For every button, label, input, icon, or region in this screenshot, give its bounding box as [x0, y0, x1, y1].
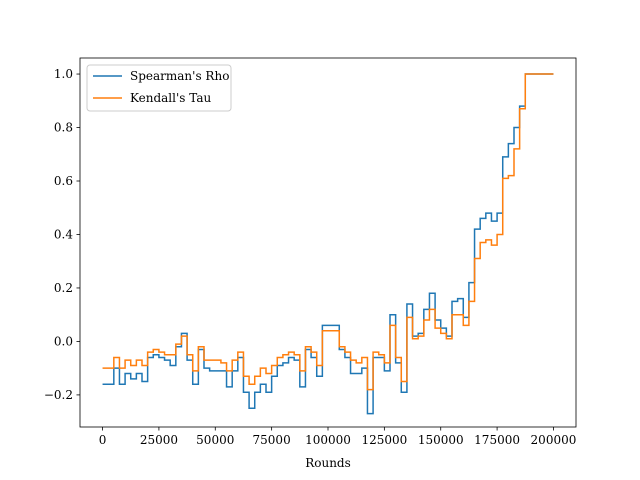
x-tick-label: 200000 — [531, 433, 577, 447]
legend-label-2: Kendall's Tau — [130, 91, 211, 105]
plot-area — [102, 73, 554, 415]
x-axis-label: Rounds — [305, 456, 351, 470]
legend-label-1: Spearman's Rho — [130, 69, 229, 83]
y-tick-label: 1.0 — [54, 67, 73, 81]
y-tick-label: 0.4 — [54, 227, 73, 241]
x-tick-label: 75000 — [253, 433, 291, 447]
x-axis: 0 25000 50000 75000 100000 125000 150000 175000… — [99, 427, 577, 447]
x-tick-label: 25000 — [140, 433, 178, 447]
x-tick-label: 100000 — [305, 433, 351, 447]
y-tick-label: 0.8 — [54, 121, 73, 135]
series-line-2 — [102, 73, 554, 391]
x-tick-label: 50000 — [196, 433, 234, 447]
y-axis: −0.2 0.0 0.2 0.4 0.6 0.8 1.0 — [44, 67, 80, 402]
x-tick-label: 150000 — [418, 433, 464, 447]
series-line-1 — [102, 73, 554, 415]
legend-box — [86, 64, 232, 112]
x-tick-label: 0 — [99, 433, 107, 447]
y-tick-label: −0.2 — [44, 388, 73, 402]
plot-frame — [79, 57, 577, 428]
y-tick-label: 0.0 — [54, 334, 73, 348]
legend: Spearman's Rho Kendall's Tau — [86, 64, 232, 112]
y-tick-label: 0.2 — [54, 281, 73, 295]
y-tick-label: 0.6 — [54, 174, 73, 188]
x-tick-label: 125000 — [361, 433, 407, 447]
x-tick-label: 175000 — [474, 433, 520, 447]
